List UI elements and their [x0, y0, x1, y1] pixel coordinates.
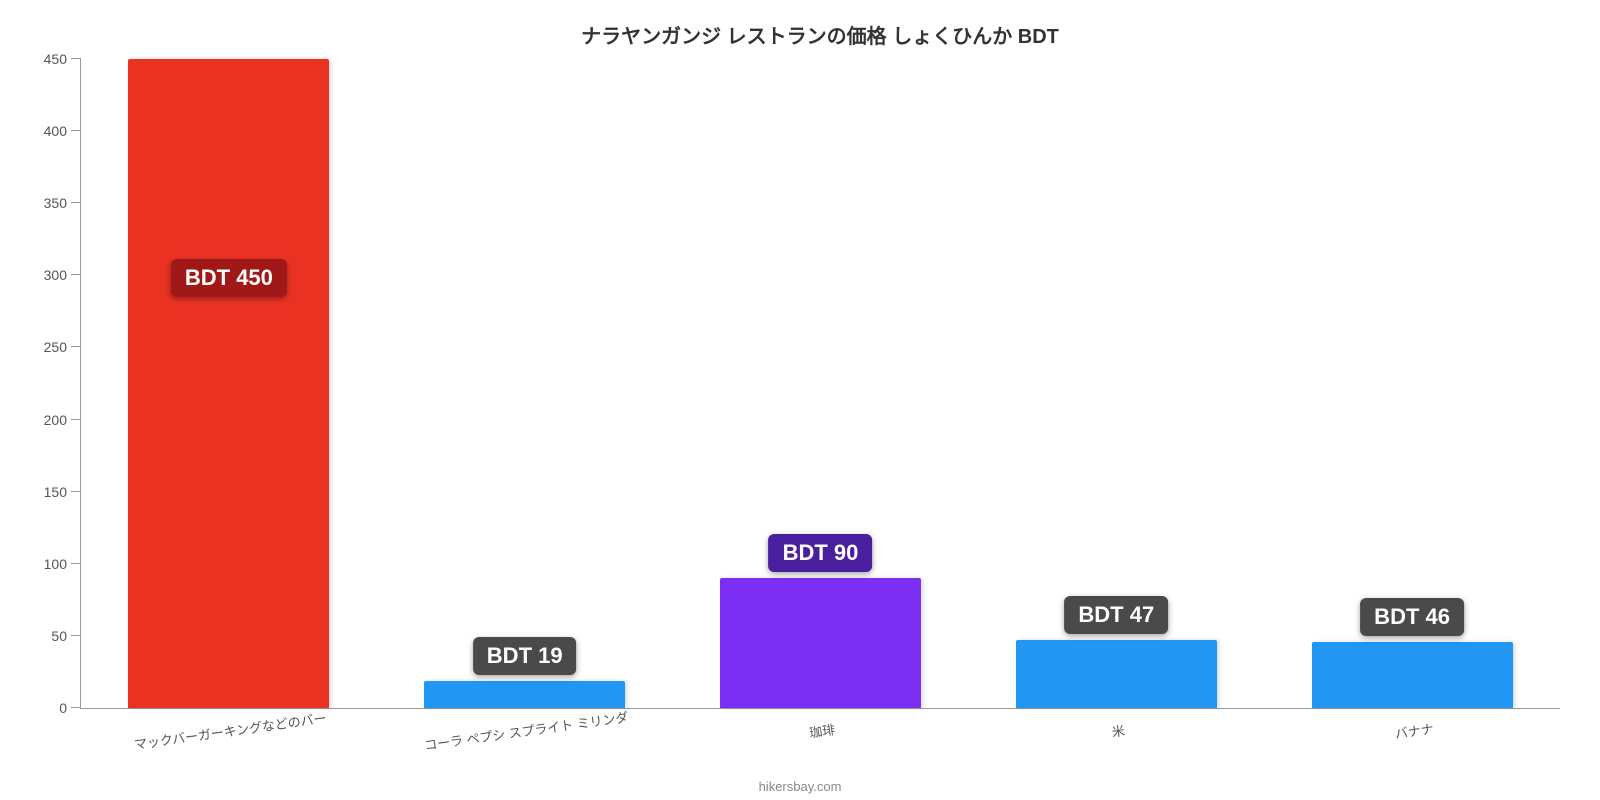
x-axis-labels: マックバーガーキングなどのバーコーラ ペプシ スプライト ミリンダ珈琲米バナナ [80, 715, 1560, 770]
bar-slot: BDT 46 [1264, 59, 1560, 708]
y-tick-label: 300 [44, 267, 81, 283]
bar: BDT 46 [1312, 642, 1513, 708]
y-tick-label: 400 [44, 123, 81, 139]
price-bar-chart: ナラヤンガンジ レストランの価格 しょくひんか BDT BDT 450 BDT 1… [0, 0, 1600, 800]
bars-row: BDT 450 BDT 19 BDT 90 BDT 47 BDT 46 [81, 59, 1560, 708]
plot-area: BDT 450BDT 19BDT 90BDT 47BDT 46 05010015… [80, 59, 1560, 709]
bar: BDT 450 [128, 59, 329, 708]
bar-value-label: BDT 19 [473, 637, 577, 675]
bar-slot: BDT 450 [81, 59, 377, 708]
y-tick-label: 250 [44, 339, 81, 355]
y-tick-label: 100 [44, 556, 81, 572]
bar-slot: BDT 47 [968, 59, 1264, 708]
bar-value-label: BDT 90 [769, 534, 873, 572]
bar-value-label: BDT 47 [1064, 596, 1168, 634]
attribution-text: hikersbay.com [0, 779, 1600, 794]
bar-value-label: BDT 46 [1360, 598, 1464, 636]
bar: BDT 47 [1016, 640, 1217, 708]
bar-slot: BDT 19 [377, 59, 673, 708]
bar: BDT 90 [720, 578, 921, 708]
y-tick-label: 450 [44, 51, 81, 67]
y-tick-label: 350 [44, 195, 81, 211]
y-tick-label: 0 [59, 700, 81, 716]
bar-slot: BDT 90 [673, 59, 969, 708]
y-tick-label: 50 [51, 628, 81, 644]
y-tick-label: 150 [44, 484, 81, 500]
bar-value-label: BDT 450 [171, 259, 287, 297]
y-tick-label: 200 [44, 412, 81, 428]
chart-title: ナラヤンガンジ レストランの価格 しょくひんか BDT [80, 20, 1560, 49]
